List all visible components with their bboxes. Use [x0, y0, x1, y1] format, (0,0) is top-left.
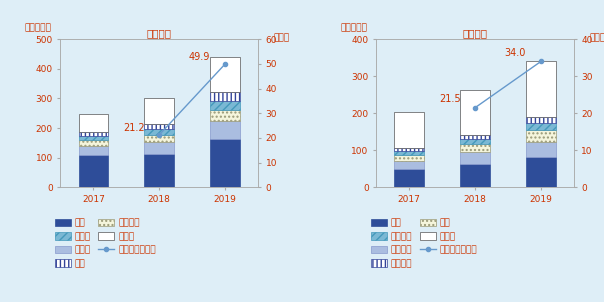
Bar [144, 124, 174, 129]
Bar [144, 98, 174, 124]
Bar [460, 164, 490, 187]
Bar [210, 139, 240, 187]
Text: （億ドル）: （億ドル） [25, 23, 52, 32]
Bar [144, 129, 174, 135]
Bar [79, 140, 108, 146]
Bar [394, 148, 424, 151]
Bar [79, 136, 108, 140]
Bar [526, 117, 556, 123]
Bar [526, 123, 556, 130]
Text: 21.2: 21.2 [123, 123, 144, 133]
Bar [394, 155, 424, 161]
Y-axis label: （％）: （％） [274, 33, 290, 42]
Bar [210, 92, 240, 101]
Bar [394, 161, 424, 169]
Bar [79, 114, 108, 132]
Text: 34.0: 34.0 [505, 48, 526, 58]
Bar [394, 112, 424, 148]
Bar [460, 144, 490, 153]
Bar [79, 132, 108, 136]
Bar [394, 151, 424, 155]
Bar [144, 142, 174, 154]
Bar [460, 135, 490, 139]
Bar [526, 130, 556, 142]
Bar [460, 90, 490, 135]
Text: （億ドル）: （億ドル） [341, 23, 368, 32]
Bar [210, 57, 240, 92]
Bar [79, 155, 108, 187]
Bar [526, 142, 556, 157]
Bar [79, 146, 108, 155]
Text: 21.5: 21.5 [439, 94, 460, 104]
Legend: 日本, トルコ, ドイツ, 英国, ベルギー, その他, 世界（伸び率）: 日本, トルコ, ドイツ, 英国, ベルギー, その他, 世界（伸び率） [55, 218, 156, 268]
Bar [210, 110, 240, 120]
Title: ＜輸出＞: ＜輸出＞ [147, 28, 172, 38]
Bar [210, 101, 240, 110]
Bar [526, 157, 556, 187]
Text: 49.9: 49.9 [188, 53, 210, 63]
Bar [144, 135, 174, 142]
Bar [460, 153, 490, 164]
Bar [460, 139, 490, 144]
Y-axis label: （％）: （％） [590, 33, 604, 42]
Bar [394, 169, 424, 187]
Bar [526, 61, 556, 117]
Title: ＜輸入＞: ＜輸入＞ [463, 28, 487, 38]
Bar [210, 120, 240, 139]
Legend: 米国, スペイン, ベルギー, イタリア, 中国, その他, 世界（伸び率）: 米国, スペイン, ベルギー, イタリア, 中国, その他, 世界（伸び率） [371, 218, 477, 268]
Bar [144, 154, 174, 187]
